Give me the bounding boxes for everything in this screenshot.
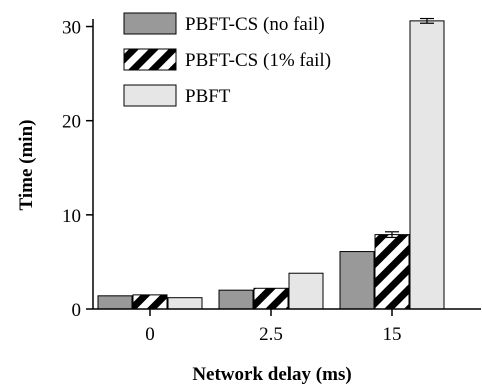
bar-1-1: [253, 287, 289, 310]
x-tick-label-1: 2.5: [259, 324, 283, 345]
legend-swatch-0: [123, 12, 177, 35]
legend-label-0: PBFT-CS (no fail): [185, 14, 325, 35]
legend-label-1: PBFT-CS (1% fail): [185, 50, 331, 71]
bar-2-2: [409, 20, 445, 310]
legend: PBFT-CS (no fail) PBFT-CS (1% fail) PBFT: [123, 12, 331, 107]
bar-0-2: [339, 251, 375, 310]
y-tick-label-3: 30: [62, 18, 81, 39]
legend-swatch-2: [123, 84, 177, 107]
legend-swatch-1: [123, 48, 177, 71]
bar-2-1: [288, 272, 324, 310]
bar-1-0: [132, 294, 168, 310]
bar-0-1: [218, 289, 254, 310]
y-tick-label-2: 20: [62, 112, 81, 133]
x-tick-label-0: 0: [145, 324, 155, 345]
y-axis-title: Time (min): [16, 120, 37, 211]
legend-label-2: PBFT: [185, 86, 231, 107]
bar-1-2: [374, 234, 410, 310]
y-tick-label-0: 0: [72, 300, 82, 321]
bar-0-0: [97, 295, 133, 310]
y-tick-label-1: 10: [62, 206, 81, 227]
x-tick-label-2: 15: [383, 324, 402, 345]
bar-2-0: [167, 297, 203, 310]
bars-layer: [97, 17, 445, 310]
ticks-layer: 0 10 20 30 0 2.5 15: [62, 18, 402, 345]
x-axis-title: Network delay (ms): [192, 364, 351, 385]
axes-layer: [92, 19, 481, 310]
